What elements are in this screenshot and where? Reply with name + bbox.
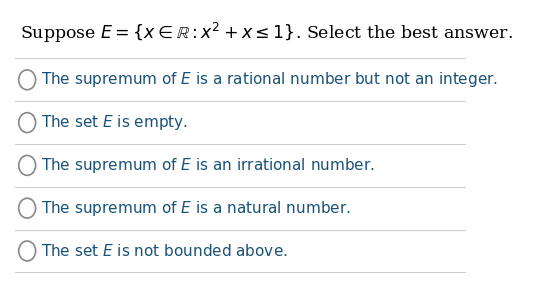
Text: The set $E$ is not bounded above.: The set $E$ is not bounded above.: [41, 243, 288, 259]
Text: The supremum of $E$ is a rational number but not an integer.: The supremum of $E$ is a rational number…: [41, 70, 498, 89]
Text: Suppose $E = \{ x \in \mathbb{R} : x^2 + x \leq 1 \}$. Select the best answer.: Suppose $E = \{ x \in \mathbb{R} : x^2 +…: [20, 21, 513, 46]
Text: The supremum of $E$ is an irrational number.: The supremum of $E$ is an irrational num…: [41, 156, 375, 175]
Text: The supremum of $E$ is a natural number.: The supremum of $E$ is a natural number.: [41, 199, 351, 218]
Text: The set $E$ is empty.: The set $E$ is empty.: [41, 113, 188, 132]
